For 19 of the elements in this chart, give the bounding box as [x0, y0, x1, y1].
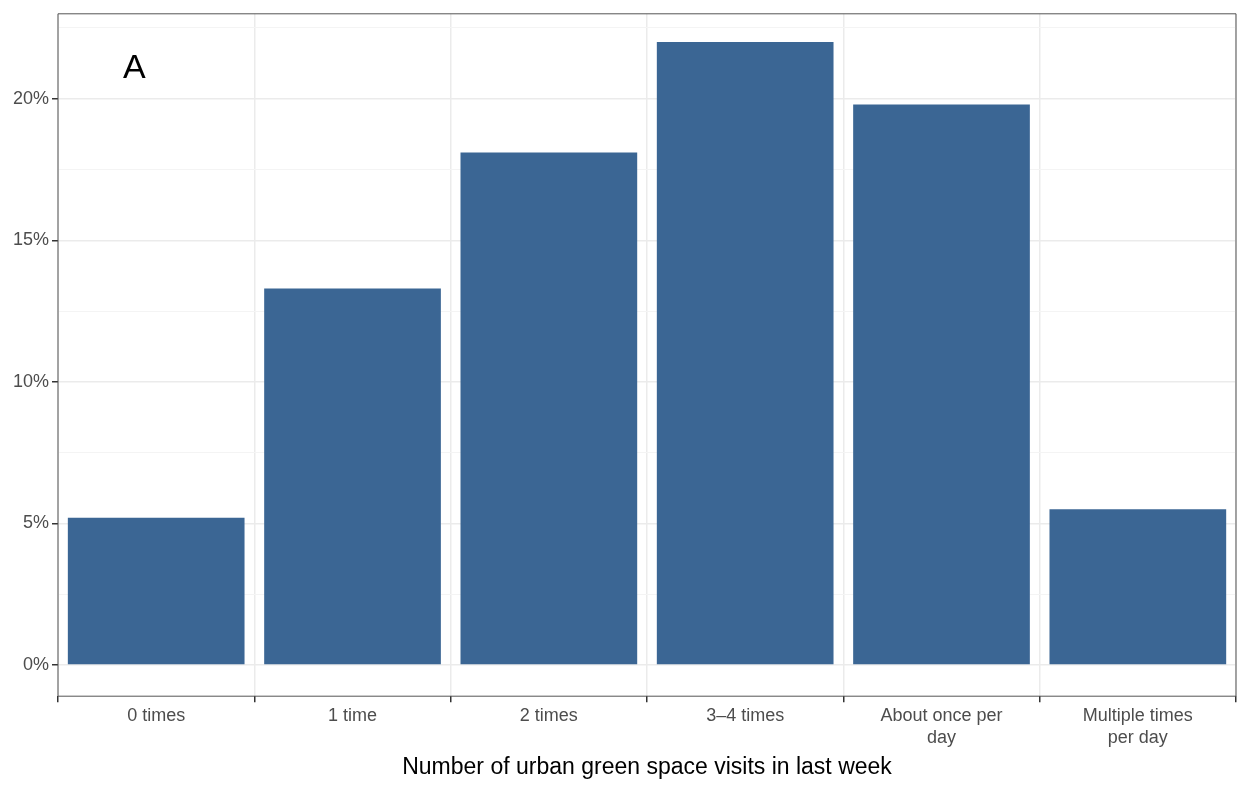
y-tick-label: 0% — [23, 654, 50, 675]
annotation: A — [123, 47, 147, 86]
bar — [460, 152, 638, 665]
bar — [67, 517, 245, 665]
y-tick-label: 5% — [23, 512, 50, 533]
bar — [1049, 509, 1227, 665]
y-tick-label: 20% — [13, 87, 50, 108]
x-tick-label: About once per day — [880, 704, 1003, 747]
x-axis-title: Number of urban green space visits in last week — [402, 752, 893, 779]
x-tick-label: 3–4 times — [706, 704, 785, 725]
x-tick-label: Multiple times per day — [1082, 704, 1193, 747]
x-tick-label: 0 times — [127, 704, 186, 725]
bar — [853, 104, 1030, 665]
y-tick-label: 10% — [13, 370, 50, 391]
bar — [264, 288, 441, 665]
bar — [656, 42, 834, 665]
x-tick-label: 1 time — [328, 704, 378, 725]
y-tick-label: 15% — [13, 229, 50, 250]
x-tick-label: 2 times — [519, 704, 578, 725]
